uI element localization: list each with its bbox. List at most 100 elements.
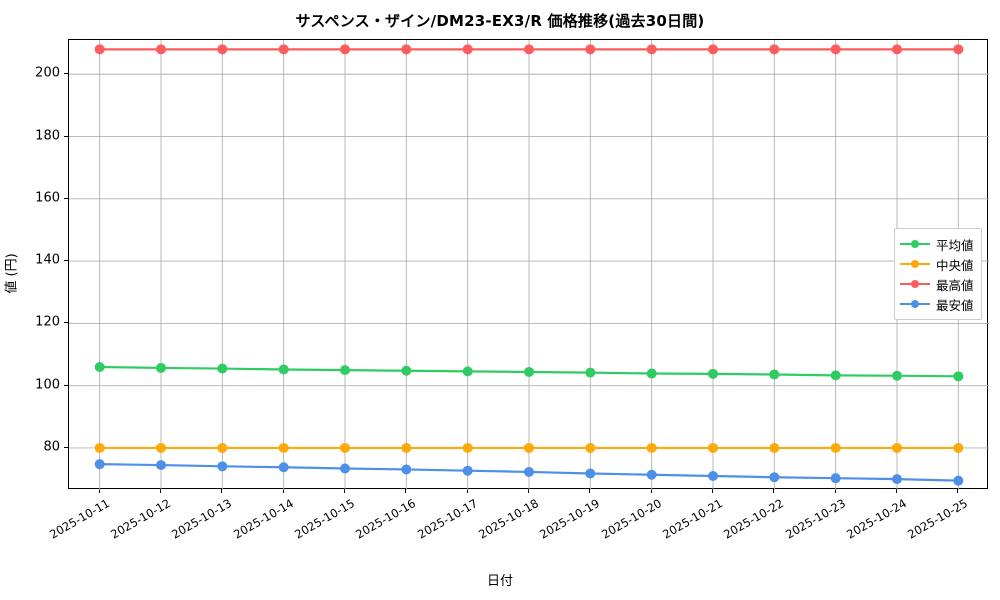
legend-label: 平均値 — [936, 237, 974, 253]
x-tick-mark — [773, 489, 775, 493]
data-point — [769, 472, 780, 483]
data-point — [708, 44, 718, 55]
data-point — [953, 475, 964, 486]
x-tick-mark — [650, 489, 652, 493]
data-point — [462, 442, 473, 453]
x-tick-mark — [834, 489, 836, 493]
data-point — [646, 368, 657, 379]
legend-entry[interactable]: 最高値 — [900, 274, 974, 294]
data-point — [953, 442, 964, 453]
data-point — [524, 44, 534, 55]
series-2 — [94, 44, 964, 55]
data-point — [462, 366, 473, 377]
data-point — [278, 442, 289, 453]
legend-entry[interactable]: 平均値 — [900, 234, 974, 254]
x-tick-mark — [589, 489, 591, 493]
legend-swatch-icon — [900, 277, 930, 291]
data-point — [892, 44, 902, 55]
plot-area — [68, 39, 989, 490]
data-point — [708, 442, 718, 453]
y-tick-mark — [64, 384, 68, 386]
plot-svg — [69, 40, 989, 490]
x-tick-mark — [405, 489, 407, 493]
data-point — [156, 460, 166, 471]
x-tick-mark — [712, 489, 714, 493]
x-tick-mark — [98, 489, 100, 493]
data-point — [340, 365, 350, 376]
y-tick-mark — [64, 322, 68, 324]
x-tick-mark — [221, 489, 223, 493]
data-point — [585, 367, 596, 378]
data-point — [156, 44, 166, 55]
series-1 — [94, 442, 964, 453]
data-point — [94, 361, 105, 372]
data-point — [830, 44, 841, 55]
y-tick-label: 100 — [35, 377, 60, 393]
data-point — [830, 473, 841, 484]
data-point — [217, 363, 228, 374]
data-point — [830, 442, 841, 453]
data-point — [401, 44, 412, 55]
data-point — [462, 465, 473, 476]
data-point — [462, 44, 473, 55]
y-tick-mark — [64, 197, 68, 199]
x-tick-mark — [160, 489, 162, 493]
data-point — [217, 44, 228, 55]
x-tick-mark — [282, 489, 284, 493]
y-tick-mark — [64, 135, 68, 137]
data-point — [769, 442, 780, 453]
data-point — [156, 442, 166, 453]
chart-title: サスペンス・ザイン/DM23-EX3/R 価格推移(過去30日間) — [295, 12, 705, 30]
data-point — [646, 44, 657, 55]
x-tick-mark — [466, 489, 468, 493]
data-point — [401, 365, 412, 376]
data-point — [340, 463, 350, 474]
data-point — [401, 442, 412, 453]
data-point — [217, 442, 228, 453]
legend-swatch-icon — [900, 237, 930, 251]
data-point — [892, 442, 902, 453]
legend-entry[interactable]: 最安値 — [900, 294, 974, 314]
y-tick-label: 120 — [35, 314, 60, 330]
data-point — [217, 461, 228, 472]
series-3 — [94, 459, 964, 486]
data-point — [585, 44, 596, 55]
y-tick-mark — [64, 446, 68, 449]
data-point — [156, 362, 166, 373]
data-point — [708, 470, 718, 481]
y-tick-label: 180 — [35, 128, 60, 144]
y-axis-label: 値 (円) — [4, 253, 20, 294]
chart-legend: 平均値 中央値最高値最安値 — [894, 228, 982, 320]
y-tick-label: 140 — [35, 252, 60, 268]
data-point — [646, 442, 657, 453]
data-point — [830, 370, 841, 381]
legend-entry[interactable]: 中央値 — [900, 254, 974, 274]
legend-swatch-icon — [900, 257, 930, 271]
y-tick-mark — [64, 260, 68, 262]
data-point — [94, 44, 105, 55]
data-point — [278, 364, 289, 375]
data-point — [278, 462, 289, 473]
legend-label: 最高値 — [936, 277, 974, 293]
data-point — [94, 442, 105, 453]
y-tick-label: 160 — [35, 190, 60, 206]
data-point — [646, 469, 657, 480]
legend-label: 最安値 — [936, 297, 974, 313]
data-point — [340, 442, 350, 453]
data-point — [340, 44, 350, 55]
data-point — [585, 442, 596, 453]
y-tick-label: 80 — [43, 439, 60, 455]
data-point — [708, 368, 718, 379]
data-point — [769, 369, 780, 380]
data-point — [892, 474, 902, 485]
data-point — [94, 459, 105, 470]
data-point — [278, 44, 289, 55]
data-point — [953, 44, 964, 55]
y-tick-mark — [64, 73, 68, 75]
data-point — [524, 466, 534, 477]
data-point — [401, 464, 412, 475]
x-tick-mark — [344, 489, 346, 493]
x-tick-mark — [957, 489, 959, 493]
